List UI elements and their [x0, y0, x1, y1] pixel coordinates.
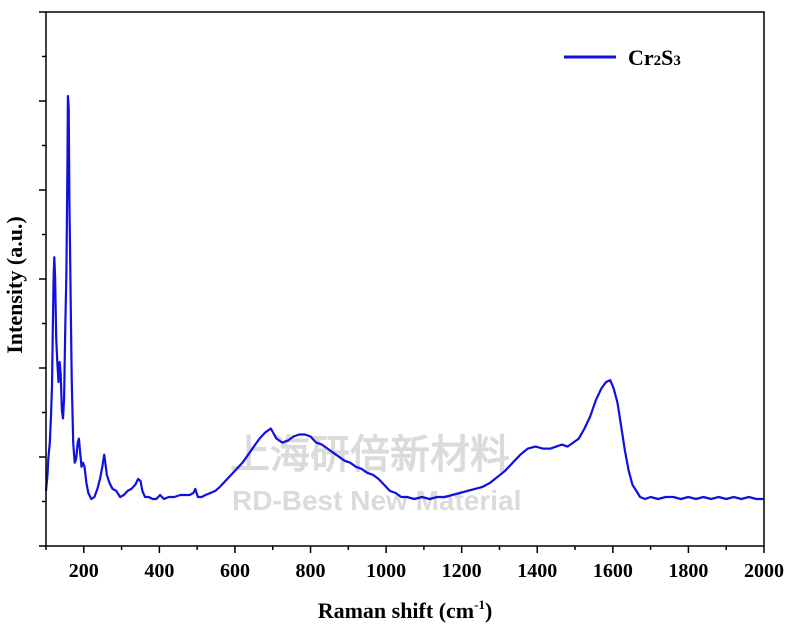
legend-label-part: S	[661, 45, 673, 70]
x-tick-label: 2000	[744, 560, 784, 582]
x-tick-label: 800	[296, 560, 326, 582]
legend-label-part: 2	[654, 53, 662, 69]
x-axis-label-superscript: -1	[474, 597, 485, 612]
x-tick-label: 1800	[668, 560, 708, 582]
watermark-english: RD-Best New Material	[232, 485, 521, 516]
y-axis-label: Intensity (a.u.)	[2, 216, 27, 354]
x-tick-label: 1000	[366, 560, 406, 582]
legend-entry-label: Cr2S3	[628, 45, 681, 70]
x-tick-label: 1200	[442, 560, 482, 582]
x-tick-label: 400	[144, 560, 174, 582]
legend-label-part: Cr	[628, 45, 654, 70]
watermark-chinese: 上海研倍新材料	[230, 432, 510, 478]
series-layer	[44, 94, 764, 501]
x-axis-ticks: 200 400 600 800 1000 1200 1400 1600 1800 2000	[45, 546, 784, 582]
legend-label-part: 3	[673, 53, 681, 69]
x-axis-label-close: )	[485, 598, 492, 623]
x-axis-label-main: Raman shift (cm	[318, 598, 474, 623]
watermark: 上海研倍新材料 RD-Best New Material	[230, 432, 521, 516]
x-axis-label: Raman shift (cm-1)	[318, 597, 493, 623]
x-tick-label: 200	[69, 560, 99, 582]
legend: Cr2S3	[564, 45, 681, 70]
y-axis-ticks	[39, 11, 46, 547]
x-tick-label: 1600	[593, 560, 633, 582]
x-tick-label: 1400	[517, 560, 557, 582]
x-tick-label: 600	[220, 560, 250, 582]
series-line-cr2s3	[44, 94, 764, 501]
